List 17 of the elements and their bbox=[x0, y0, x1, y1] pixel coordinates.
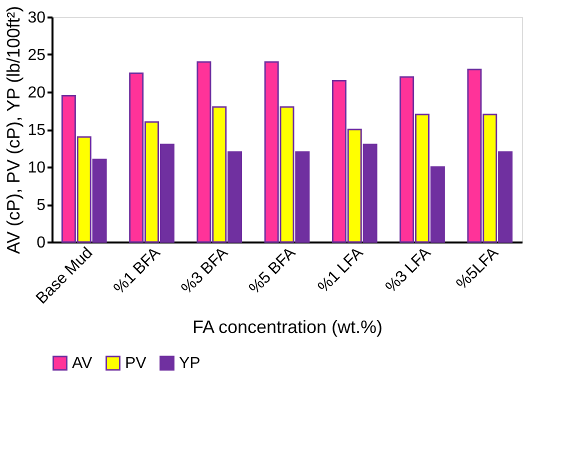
y-tick-label: 5 bbox=[36, 197, 46, 214]
y-tick-label: 25 bbox=[28, 47, 46, 64]
y-tick-label: 0 bbox=[36, 234, 46, 252]
legend-label: PV bbox=[125, 355, 147, 372]
x-tick-label: %3 BFA bbox=[178, 244, 232, 298]
x-tick-label: %3 LFA bbox=[382, 244, 435, 296]
x-tick-label: %1 LFA bbox=[315, 244, 367, 296]
y-tick-label: 10 bbox=[28, 160, 46, 176]
legend-label: YP bbox=[179, 355, 200, 372]
x-tick-label: %1 BFA bbox=[110, 244, 164, 298]
y-tick-label: 20 bbox=[28, 84, 46, 102]
y-tick-label: 15 bbox=[28, 122, 46, 139]
legend-label: AV bbox=[72, 355, 92, 372]
x-axis-title: FA concentration (wt.%) bbox=[192, 316, 383, 337]
y-axis-title: AV (cP), PV (cP), YP (lb/100ft²) bbox=[4, 6, 24, 254]
x-tick-label: %5 BFA bbox=[246, 244, 300, 298]
y-tick-label: 30 bbox=[28, 10, 46, 26]
